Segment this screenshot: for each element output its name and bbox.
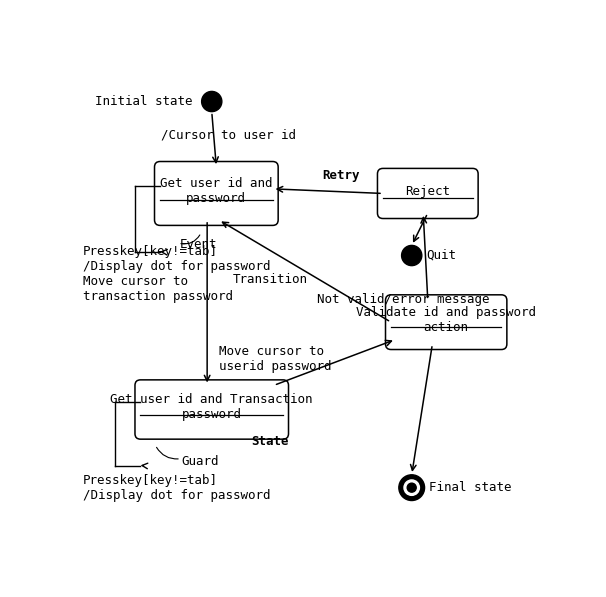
Text: State: State xyxy=(251,435,288,448)
Circle shape xyxy=(399,475,425,500)
Text: Reject: Reject xyxy=(405,185,450,198)
Text: Presskey[key!=tab]
/Display dot for password: Presskey[key!=tab] /Display dot for pass… xyxy=(83,473,270,501)
FancyBboxPatch shape xyxy=(155,162,278,226)
Circle shape xyxy=(407,483,416,492)
FancyBboxPatch shape xyxy=(385,295,507,349)
Text: Guard: Guard xyxy=(182,455,219,468)
FancyBboxPatch shape xyxy=(378,168,478,219)
Text: Final state: Final state xyxy=(429,481,511,494)
Text: Get user id and
password: Get user id and password xyxy=(160,177,273,205)
FancyBboxPatch shape xyxy=(135,380,288,439)
Text: Get user id and Transaction
password: Get user id and Transaction password xyxy=(110,393,313,421)
Text: Move cursor to
userid password: Move cursor to userid password xyxy=(219,345,331,373)
Text: Initial state: Initial state xyxy=(95,95,192,108)
Text: Presskey[key!=tab]
/Display dot for password
Move cursor to
transaction password: Presskey[key!=tab] /Display dot for pass… xyxy=(83,245,270,303)
Circle shape xyxy=(202,91,222,112)
Text: Transition: Transition xyxy=(233,273,307,286)
Text: Event: Event xyxy=(179,238,217,251)
Text: /Cursor to user id: /Cursor to user id xyxy=(161,128,296,141)
Text: Quit: Quit xyxy=(427,249,456,262)
Circle shape xyxy=(404,480,419,496)
Text: Retry: Retry xyxy=(322,168,359,181)
Text: Not valid/error message: Not valid/error message xyxy=(318,293,490,306)
Text: Validate id and password
action: Validate id and password action xyxy=(356,306,536,334)
Circle shape xyxy=(402,245,422,266)
